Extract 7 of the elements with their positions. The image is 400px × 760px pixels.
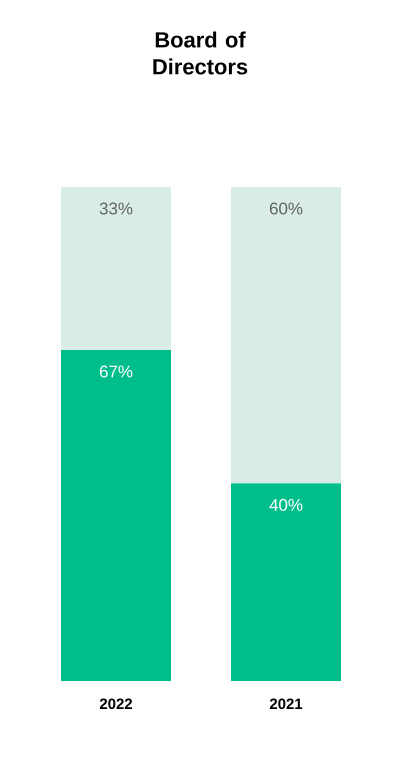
x-tick-label: 2022: [100, 698, 132, 710]
chart-title: Board of Directors: [153, 32, 248, 75]
data-label: 33%: [100, 202, 132, 215]
data-label: 67%: [100, 366, 132, 378]
data-label: 40%: [269, 498, 302, 511]
data-label: 60%: [270, 202, 302, 215]
x-tick-label: 2021: [270, 698, 302, 710]
